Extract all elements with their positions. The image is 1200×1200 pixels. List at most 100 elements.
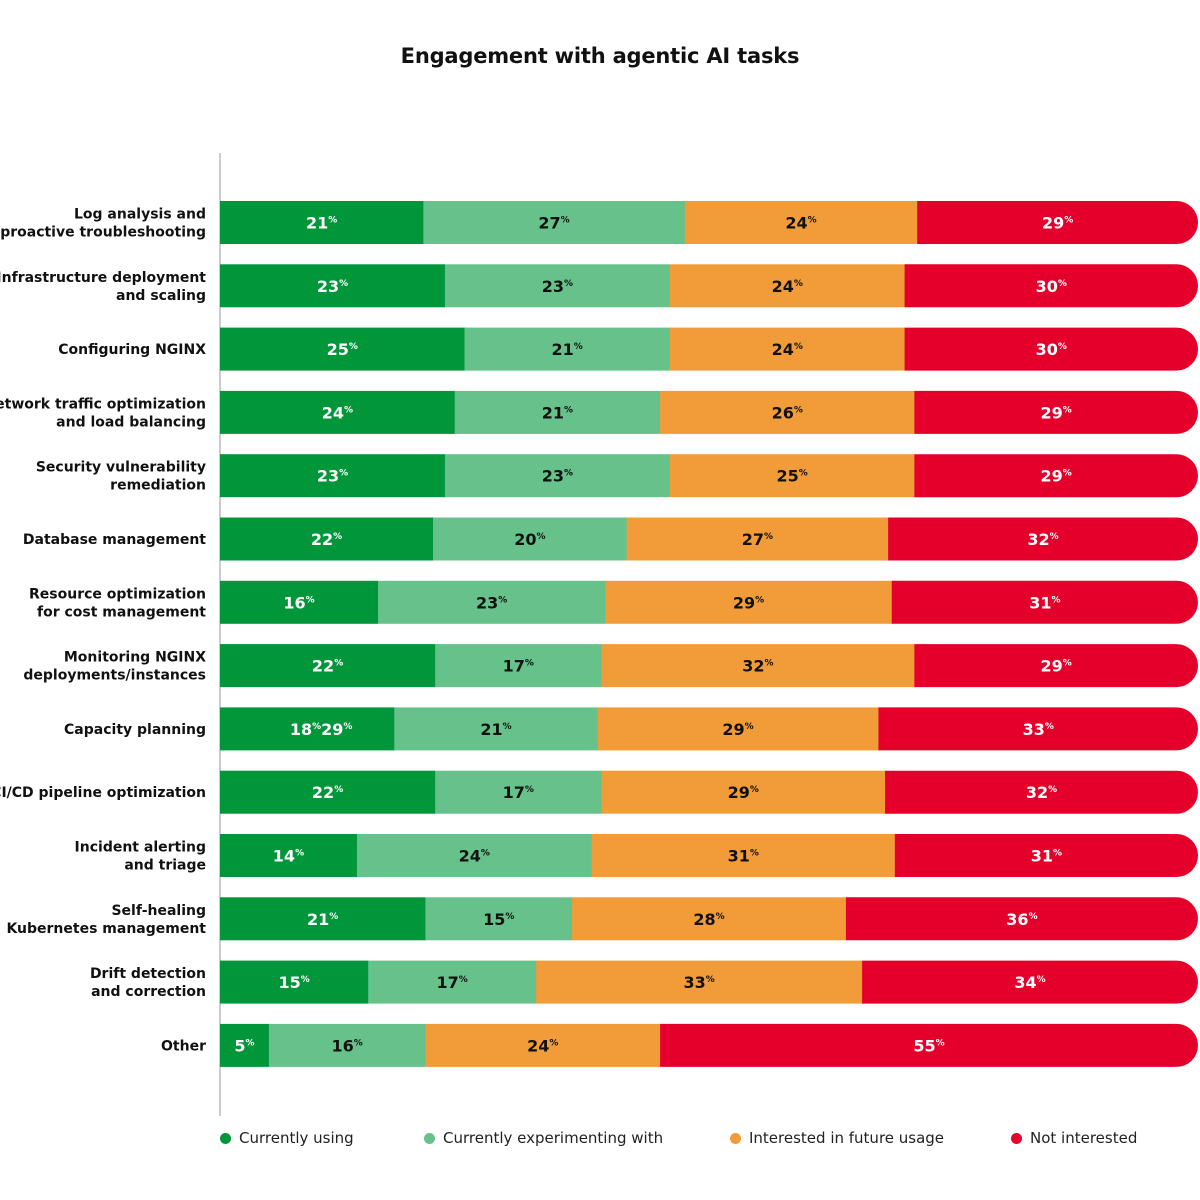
category-label: Capacity planning	[64, 722, 206, 738]
bar-segment	[220, 770, 436, 814]
bar-segment	[394, 707, 599, 751]
category-label: Configuring NGINX	[58, 342, 206, 358]
bar-segment	[605, 580, 893, 624]
bar-segment	[536, 960, 863, 1004]
data-label: 32%	[742, 657, 773, 676]
data-label: 31%	[1029, 593, 1060, 612]
category-label: Security vulnerability	[36, 460, 206, 476]
data-label: 29%	[1042, 214, 1073, 233]
data-label: 31%	[1031, 847, 1062, 866]
data-label: 15%	[483, 910, 514, 929]
bar-segment	[220, 834, 358, 877]
data-label: 24%	[322, 403, 353, 422]
data-label: 20%	[514, 530, 545, 549]
bar-row: 22% 20% 27% 32%	[220, 517, 1198, 561]
data-label: 29%	[1041, 403, 1072, 422]
category-label: Database management	[23, 532, 206, 548]
category-label: and triage	[124, 858, 206, 874]
category-label: for cost management	[37, 604, 206, 620]
data-label: 26%	[772, 403, 803, 422]
category-label: Drift detection	[90, 966, 206, 982]
data-label: 16%	[283, 593, 314, 612]
data-label: 15%	[278, 973, 309, 992]
bar-segment	[435, 644, 602, 688]
bar-segment	[601, 770, 886, 814]
bar-row: 21% 27% 24% 29%	[220, 201, 1198, 244]
bar-row: 25% 21% 24% 30%	[220, 327, 1198, 371]
data-label: 33%	[683, 973, 714, 992]
bar-segment	[378, 580, 606, 624]
data-label: 22%	[312, 657, 343, 676]
data-label: 31%	[728, 847, 759, 866]
data-label: 30%	[1036, 277, 1067, 296]
bar-segment	[220, 707, 395, 751]
category-label: and scaling	[116, 288, 206, 304]
data-label: 21%	[552, 340, 583, 359]
data-label: 16%	[331, 1036, 362, 1055]
bar-segment	[444, 264, 671, 308]
bar-segment	[220, 580, 379, 624]
data-label: 27%	[538, 214, 569, 233]
bar-row: 5% 16% 24% 55%	[220, 1023, 1198, 1067]
category-label: Network traffic optimization	[0, 396, 206, 412]
data-label: 17%	[437, 973, 468, 992]
bar-segment	[660, 390, 915, 434]
bar-segment	[894, 834, 1198, 877]
legend-item: Not interested	[1011, 1129, 1137, 1147]
bar-segment	[885, 770, 1198, 814]
bar-segment	[220, 201, 424, 244]
legend-swatch	[424, 1132, 435, 1144]
legend-label: Currently using	[239, 1129, 354, 1147]
bar-segment	[220, 1023, 270, 1067]
data-label: 21%	[480, 720, 511, 739]
legend-item: Currently using	[220, 1129, 354, 1147]
bar-segment	[433, 517, 628, 561]
data-label: 29%	[1041, 467, 1072, 486]
bar-segment	[356, 834, 593, 877]
data-label: 32%	[1026, 783, 1057, 802]
bar-segment	[904, 327, 1198, 371]
data-label: 34%	[1014, 973, 1045, 992]
data-label: 23%	[317, 277, 348, 296]
category-label: Monitoring NGINX	[64, 650, 206, 666]
data-label: 24%	[772, 340, 803, 359]
bar-row: 22% 17% 29% 32%	[220, 770, 1198, 814]
category-label: Log analysis and	[74, 207, 206, 223]
bar-segment	[572, 897, 847, 941]
bar-row: 16% 23% 29% 31%	[220, 580, 1198, 624]
bar-segment	[444, 454, 671, 498]
data-label: 14%	[273, 847, 304, 866]
bar-segment	[845, 897, 1198, 941]
bar-segment	[914, 454, 1198, 498]
category-label: Infrastructure deployment	[0, 270, 206, 286]
bar-segment	[626, 517, 889, 561]
bar-row: 24% 21% 26% 29%	[220, 390, 1198, 434]
bar-segment	[220, 897, 426, 941]
data-label: 29%	[1041, 657, 1072, 676]
bar-segment	[914, 644, 1198, 688]
bar-segment	[220, 517, 434, 561]
bar-segment	[220, 264, 446, 308]
bar-segment	[862, 960, 1198, 1004]
bar-segment	[601, 644, 915, 688]
legend-item: Interested in future usage	[730, 1129, 944, 1147]
bar-segment	[435, 770, 602, 814]
data-label: 24%	[785, 214, 816, 233]
category-label: deployments/instances	[23, 668, 206, 684]
data-label: 36%	[1006, 910, 1037, 929]
bar-row: 18%29% 21% 29% 33%	[220, 707, 1198, 751]
bar-segment	[917, 201, 1198, 244]
data-label: 17%	[503, 783, 534, 802]
data-label: 23%	[317, 467, 348, 486]
category-label: proactive troubleshooting	[0, 225, 206, 241]
legend-label: Not interested	[1030, 1129, 1138, 1147]
bar-segment	[464, 327, 671, 371]
bar-segment	[888, 517, 1198, 561]
legend-swatch	[1011, 1132, 1022, 1144]
category-label: Incident alerting	[75, 840, 206, 856]
category-label: Other	[161, 1038, 206, 1054]
data-label: 21%	[306, 214, 337, 233]
data-label: 29%	[733, 593, 764, 612]
data-label: 25%	[776, 467, 807, 486]
data-label: 24%	[772, 277, 803, 296]
